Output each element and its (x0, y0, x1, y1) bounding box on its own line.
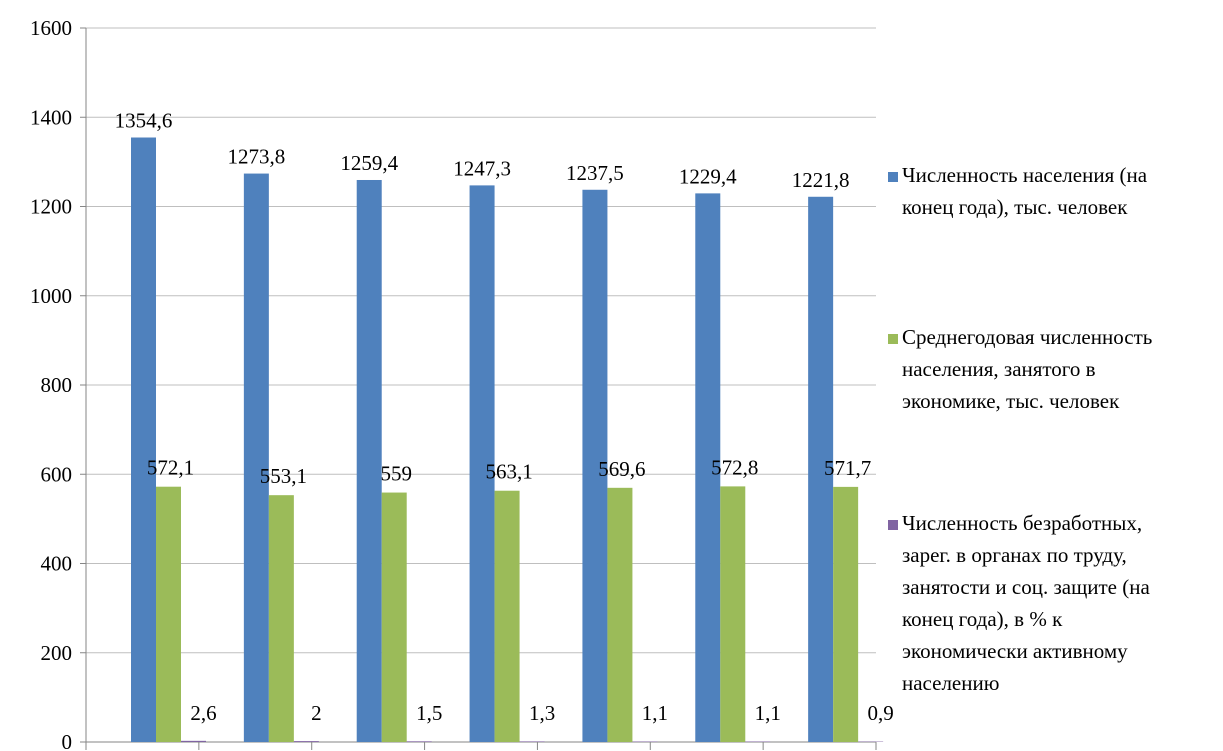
bar-series-1 (131, 137, 156, 742)
data-label-series-1: 1354,6 (115, 109, 173, 133)
bar-series-2 (833, 486, 859, 742)
bar-series-3 (293, 741, 319, 742)
data-label-series-2: 559 (380, 462, 412, 486)
legend-entry-1: Численность населения (на конец года), ты… (902, 163, 1148, 219)
bar-series-1 (356, 179, 382, 743)
data-label-series-2: 572,8 (711, 455, 758, 479)
data-label-series-3: 0,9 (868, 701, 894, 725)
y-tick-label: 1400 (30, 105, 72, 129)
data-label-series-2: 571,7 (824, 456, 871, 480)
y-tick-label: 400 (41, 552, 73, 576)
data-label-series-1: 1229,4 (679, 164, 737, 188)
data-label-series-3: 2,6 (190, 701, 216, 725)
data-label-series-1: 1247,3 (453, 156, 511, 180)
legend-swatch-3 (888, 520, 898, 530)
bar-series-2 (156, 486, 181, 742)
y-axis: 0 200 400 600 800 1000 1200 1400 1600 (30, 16, 87, 751)
x-axis (85, 741, 877, 750)
data-label-series-1: 1259,4 (340, 151, 398, 175)
bar-series-2 (494, 490, 520, 742)
y-tick-label: 1000 (30, 284, 72, 308)
data-labels: 1354,6 1273,8 1259,4 1247,3 1237,5 1229,4 1221… (115, 109, 894, 725)
y-tick-label: 200 (41, 641, 73, 665)
legend: Численность населения (на конец года), ты… (888, 163, 1152, 695)
data-label-series-1: 1237,5 (566, 161, 624, 185)
bar-series-3 (181, 740, 206, 742)
bar-series-1 (243, 173, 269, 742)
bar-series-2 (607, 487, 633, 742)
bar-series-1 (469, 185, 495, 742)
y-tick-label: 600 (41, 462, 73, 486)
data-label-series-1: 1273,8 (227, 145, 285, 169)
legend-swatch-1 (888, 172, 898, 182)
bar-series-2 (268, 495, 294, 742)
data-label-series-3: 2 (311, 701, 322, 725)
bar-series-1 (695, 193, 721, 742)
data-label-series-3: 1,1 (755, 701, 781, 725)
bar-series-2 (720, 486, 746, 742)
data-label-series-2: 553,1 (260, 464, 307, 488)
data-label-series-2: 569,6 (598, 457, 645, 481)
data-label-series-2: 563,1 (485, 460, 532, 484)
bar-series-1 (582, 189, 608, 742)
bar-series-3 (406, 741, 432, 742)
bar-series-2 (381, 492, 407, 742)
y-tick-label: 1600 (30, 16, 72, 40)
bar-series-1 (808, 196, 834, 743)
data-label-series-3: 1,3 (529, 701, 555, 725)
data-label-series-3: 1,1 (642, 701, 668, 725)
y-tick-label: 800 (41, 373, 73, 397)
legend-swatch-2 (888, 334, 898, 344)
data-label-series-3: 1,5 (416, 701, 442, 725)
data-label-series-2: 572,1 (147, 456, 194, 480)
legend-entry-2: Среднегодовая численность населения, заня… (902, 325, 1152, 413)
bar-series-3 (519, 741, 545, 742)
bars (131, 137, 884, 743)
legend-entry-3: Численность безработных, зарег. в органах… (902, 511, 1150, 695)
data-label-series-1: 1221,8 (792, 168, 850, 192)
y-tick-label: 1200 (30, 195, 72, 219)
y-tick-label: 0 (62, 730, 73, 751)
